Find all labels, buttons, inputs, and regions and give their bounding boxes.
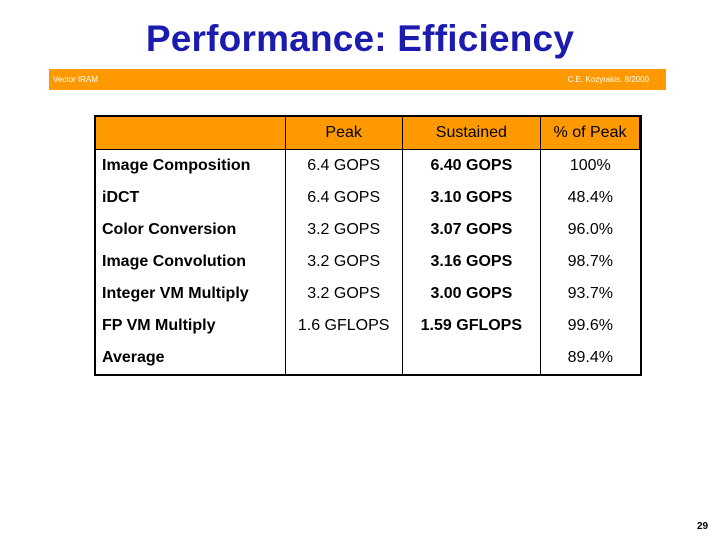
- row-sustained: 3.00 GOPS: [402, 278, 542, 310]
- efficiency-table: Peak Sustained % of Peak Image Compositi…: [94, 115, 642, 376]
- header-bar: Vector IRAM C.E. Kozyrakis, 8/2000: [49, 69, 666, 90]
- row-name: FP VM Multiply: [96, 310, 286, 342]
- row-percent: 96.0%: [567, 221, 613, 238]
- table-row: FP VM Multiply 1.6 GFLOPS 1.59 GFLOPS 99…: [96, 310, 640, 342]
- table-row: iDCT 6.4 GOPS 3.10 GOPS 48.4%: [96, 182, 640, 214]
- header-cell-peak: Peak: [285, 117, 403, 150]
- table-row: Image Convolution 3.2 GOPS 3.16 GOPS 98.…: [96, 246, 640, 278]
- row-name: Image Composition: [96, 149, 286, 182]
- row-peak: 1.6 GFLOPS: [285, 310, 403, 342]
- header-cell-percent: % of Peak: [540, 117, 640, 150]
- row-sustained: 1.59 GFLOPS: [402, 310, 542, 342]
- row-percent: 48.4%: [567, 189, 613, 206]
- row-name: Integer VM Multiply: [96, 278, 286, 310]
- row-percent: 100%: [569, 157, 611, 174]
- table-header-row: Peak Sustained % of Peak: [96, 117, 640, 150]
- table-row: Image Composition 6.4 GOPS 6.40 GOPS 100…: [96, 149, 640, 182]
- header-right-label: C.E. Kozyrakis, 8/2000: [567, 75, 649, 84]
- table-row: Color Conversion 3.2 GOPS 3.07 GOPS 96.0…: [96, 214, 640, 246]
- row-peak: 6.4 GOPS: [285, 182, 403, 214]
- row-percent: 98.7%: [567, 253, 613, 270]
- row-peak: 3.2 GOPS: [285, 214, 403, 246]
- header-percent-label: % of Peak: [553, 124, 627, 141]
- row-sustained: 3.16 GOPS: [402, 246, 542, 278]
- row-name: Average: [96, 342, 286, 374]
- page-number: 29: [697, 521, 709, 532]
- row-sustained: 6.40 GOPS: [402, 149, 542, 182]
- header-left-label: Vector IRAM: [53, 75, 98, 84]
- slide-title: Performance: Efficiency: [145, 18, 575, 59]
- row-peak: 6.4 GOPS: [285, 149, 403, 182]
- row-name: Color Conversion: [96, 214, 286, 246]
- row-sustained: [402, 342, 542, 374]
- row-peak: 3.2 GOPS: [285, 246, 403, 278]
- header-sustained-label: Sustained: [435, 124, 507, 141]
- row-percent: 89.4%: [567, 349, 613, 366]
- row-name: iDCT: [96, 182, 286, 214]
- row-percent: 99.6%: [567, 317, 613, 334]
- row-peak: 3.2 GOPS: [285, 278, 403, 310]
- table-row: Integer VM Multiply 3.2 GOPS 3.00 GOPS 9…: [96, 278, 640, 310]
- row-name: Image Convolution: [96, 246, 286, 278]
- row-peak: [285, 342, 403, 374]
- row-sustained: 3.10 GOPS: [402, 182, 542, 214]
- row-sustained: 3.07 GOPS: [402, 214, 542, 246]
- header-cell-sustained: Sustained: [402, 117, 542, 150]
- row-percent: 93.7%: [567, 285, 613, 302]
- table-row-average: Average 89.4%: [96, 342, 640, 374]
- header-cell-name: [96, 117, 286, 150]
